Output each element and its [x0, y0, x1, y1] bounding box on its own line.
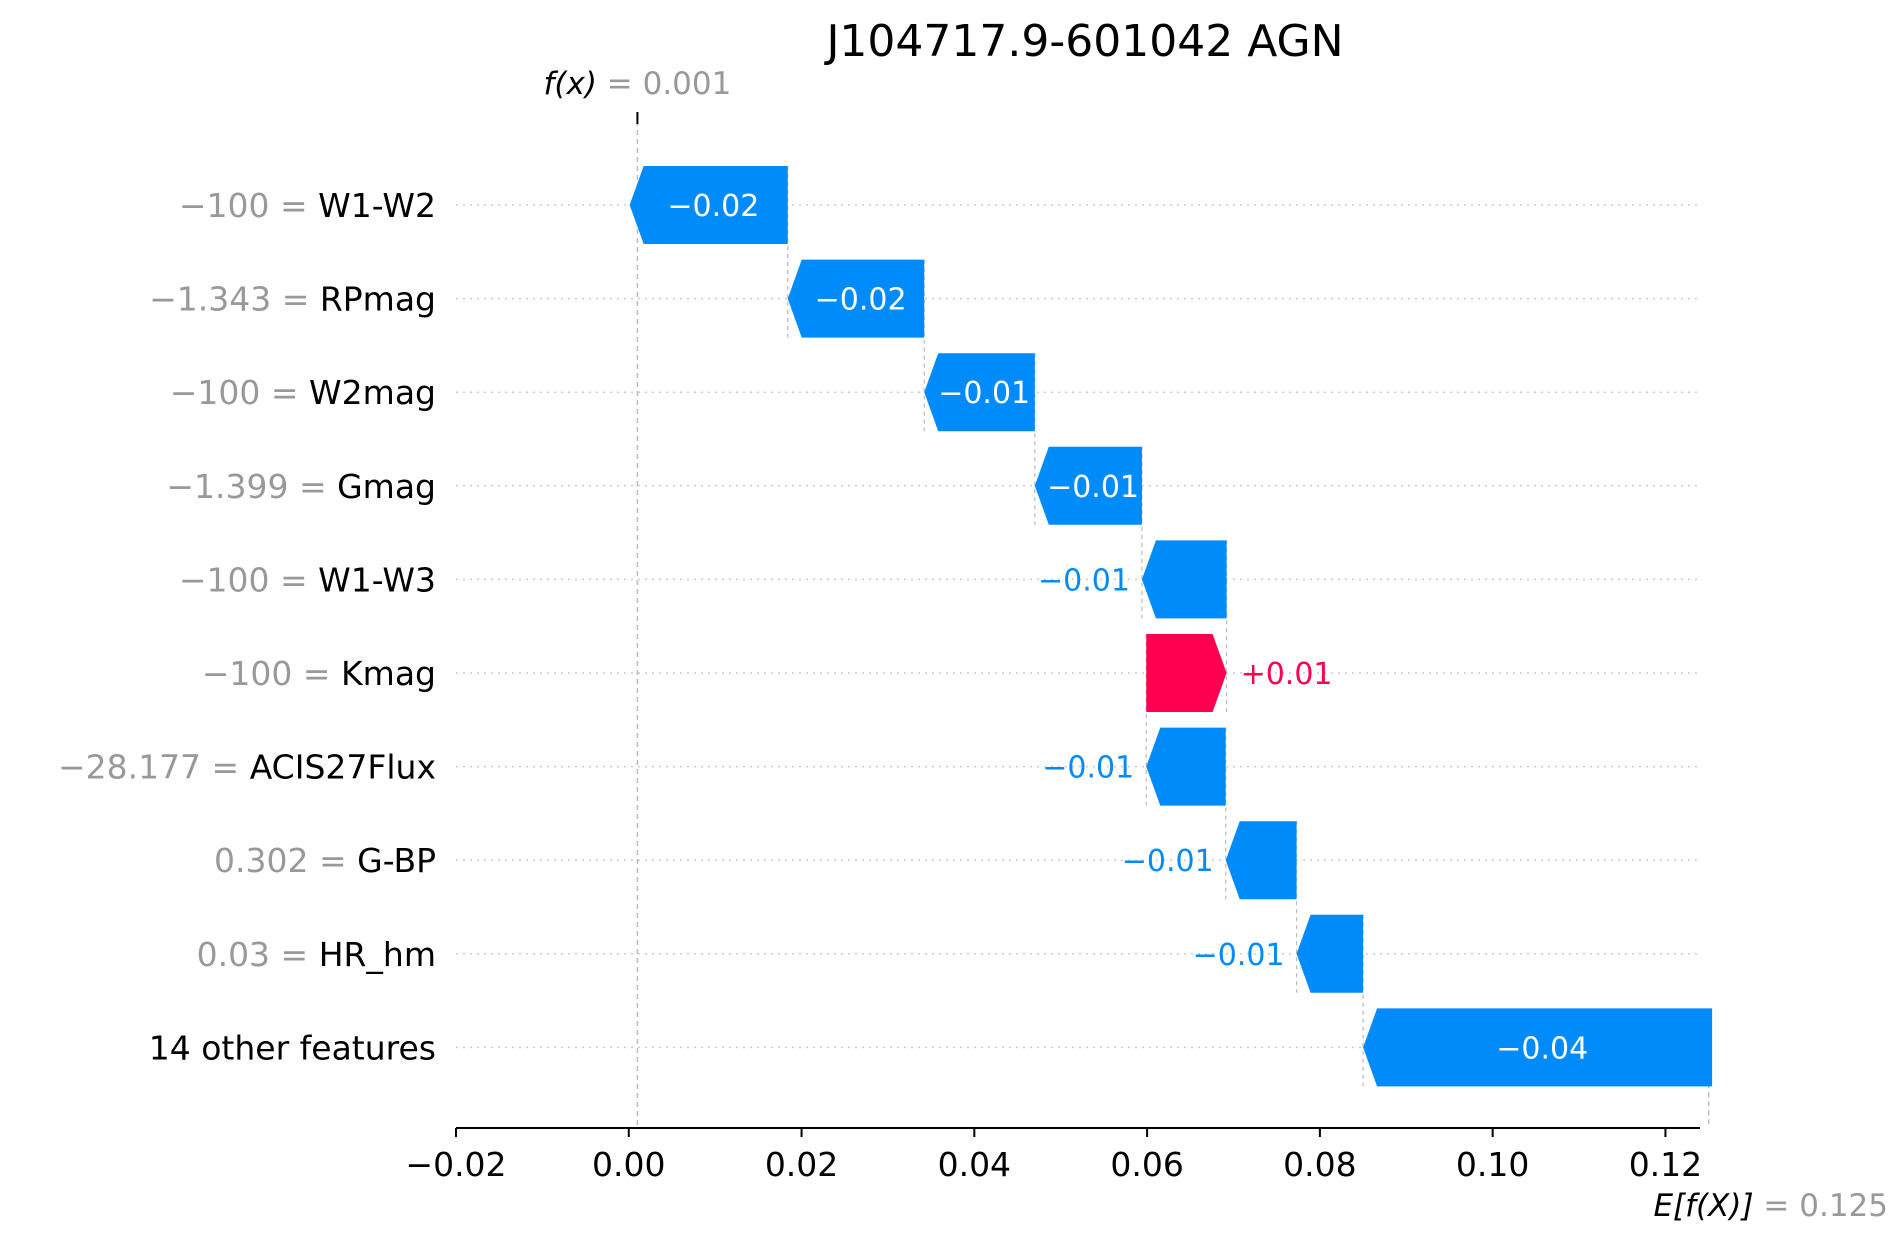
x-tick-label: 0.10 [1456, 1145, 1529, 1184]
efx-label: E[f(X)] = 0.125 [1653, 1188, 1888, 1224]
feature-label: 0.03 = HR_hm [197, 935, 436, 974]
chart-title: J104717.9-601042 AGN [823, 16, 1343, 67]
negative-bar [1225, 821, 1297, 900]
negative-bar [1034, 446, 1142, 525]
feature-label: −1.399 = Gmag [166, 467, 436, 506]
x-axis: −0.02 0.00 0.02 0.04 0.06 0.08 0.10 0.12 [405, 1127, 1702, 1184]
bar-value-label: −0.01 [1122, 844, 1214, 879]
feature-label: −100 = Kmag [202, 654, 436, 693]
feature-label: −100 = W1-W2 [179, 186, 436, 225]
bars-layer: −0.02 −0.02 −0.01 −0.01 −0.01 +0.01 −0.01 −0.01… [629, 166, 1713, 1087]
feature-label: 14 other features [149, 1028, 436, 1067]
x-tick-label: 0.06 [1110, 1145, 1183, 1184]
grid-layer [456, 204, 1700, 1049]
feature-label: −100 = W2mag [170, 373, 436, 412]
fx-label: f(x) = 0.001 [543, 66, 731, 102]
bar-value-label: −0.01 [1047, 470, 1139, 505]
bar-value-label: +0.01 [1241, 657, 1333, 692]
negative-bar [1146, 727, 1226, 806]
bar-value-label: −0.01 [1042, 751, 1134, 786]
x-tick-label: −0.02 [405, 1145, 506, 1184]
bar-value-label: −0.04 [1496, 1031, 1588, 1066]
feature-label: −28.177 = ACIS27Flux [58, 748, 436, 787]
negative-bar [1141, 540, 1227, 619]
negative-bar [787, 259, 925, 338]
negative-bar [924, 353, 1035, 432]
negative-bar [629, 166, 788, 244]
bar-value-label: −0.01 [938, 376, 1030, 411]
feature-label: −1.343 = RPmag [149, 280, 436, 319]
bar-value-label: −0.02 [667, 189, 759, 224]
bar-value-label: −0.01 [1193, 938, 1285, 973]
positive-bar [1146, 634, 1227, 712]
feature-labels: −100 = W1-W2 −1.343 = RPmag −100 = W2mag −1… [58, 186, 436, 1067]
x-tick-label: 0.08 [1283, 1145, 1356, 1184]
bar-value-label: −0.02 [815, 283, 907, 318]
negative-bar [1363, 1008, 1713, 1087]
x-tick-label: 0.12 [1629, 1145, 1702, 1184]
x-tick-label: 0.02 [765, 1145, 838, 1184]
x-tick-label: 0.00 [592, 1145, 665, 1184]
x-tick-label: 0.04 [938, 1145, 1011, 1184]
negative-bar [1296, 914, 1364, 993]
feature-label: −100 = W1-W3 [179, 560, 436, 599]
feature-label: 0.302 = G-BP [214, 841, 436, 880]
bar-value-label: −0.01 [1038, 563, 1130, 598]
